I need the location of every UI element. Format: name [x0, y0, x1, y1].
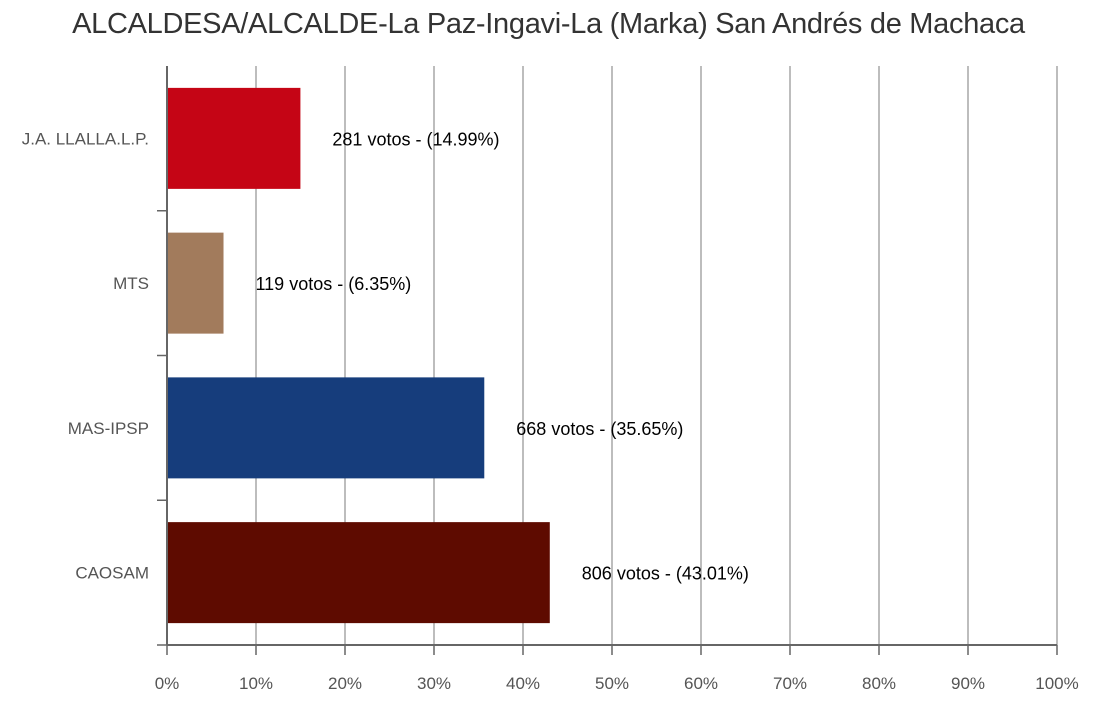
x-tick-label: 10% [239, 674, 273, 693]
chart-title: ALCALDESA/ALCALDE-La Paz-Ingavi-La (Mark… [72, 8, 1025, 40]
x-tick-label: 80% [862, 674, 896, 693]
x-tick-label: 20% [328, 674, 362, 693]
x-tick-label: 90% [951, 674, 985, 693]
data-label: 806 votos - (43.01%) [582, 564, 749, 584]
x-tick-label: 50% [595, 674, 629, 693]
bar-caosam [168, 522, 550, 624]
bar-mts [168, 232, 224, 334]
data-label: 668 votos - (35.65%) [516, 419, 683, 439]
category-label: MAS-IPSP [68, 419, 149, 438]
bar-mas-ipsp [168, 377, 485, 479]
x-tick-label: 60% [684, 674, 718, 693]
x-tick-label: 70% [773, 674, 807, 693]
x-tick-label: 30% [417, 674, 451, 693]
category-label: CAOSAM [75, 564, 149, 583]
x-tick-label: 0% [155, 674, 180, 693]
category-label: MTS [113, 274, 149, 293]
bar-j-a-llalla-l-p- [168, 87, 301, 189]
x-tick-label: 40% [506, 674, 540, 693]
category-label: J.A. LLALLA.L.P. [22, 129, 149, 148]
x-tick-label: 100% [1035, 674, 1078, 693]
data-label: 281 votos - (14.99%) [332, 129, 499, 149]
data-label: 119 votos - (6.35%) [256, 274, 412, 294]
